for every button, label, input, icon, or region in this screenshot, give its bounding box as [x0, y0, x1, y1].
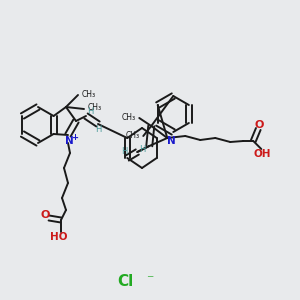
Text: CH₃: CH₃	[121, 112, 135, 122]
Text: H: H	[87, 106, 93, 116]
Text: CH₃: CH₃	[125, 130, 139, 140]
Text: O: O	[255, 120, 264, 130]
Text: H: H	[139, 145, 146, 154]
Text: +: +	[71, 133, 79, 142]
Text: H: H	[121, 146, 127, 155]
Text: O: O	[40, 210, 50, 220]
Text: CH₃: CH₃	[82, 89, 96, 98]
Text: HO: HO	[50, 232, 68, 242]
Text: N: N	[64, 136, 74, 146]
Text: H: H	[95, 125, 101, 134]
Text: Cl: Cl	[117, 274, 133, 290]
Text: ⁻: ⁻	[146, 273, 154, 287]
Text: N: N	[167, 136, 176, 146]
Text: CH₃: CH₃	[88, 103, 102, 112]
Text: OH: OH	[254, 149, 271, 159]
